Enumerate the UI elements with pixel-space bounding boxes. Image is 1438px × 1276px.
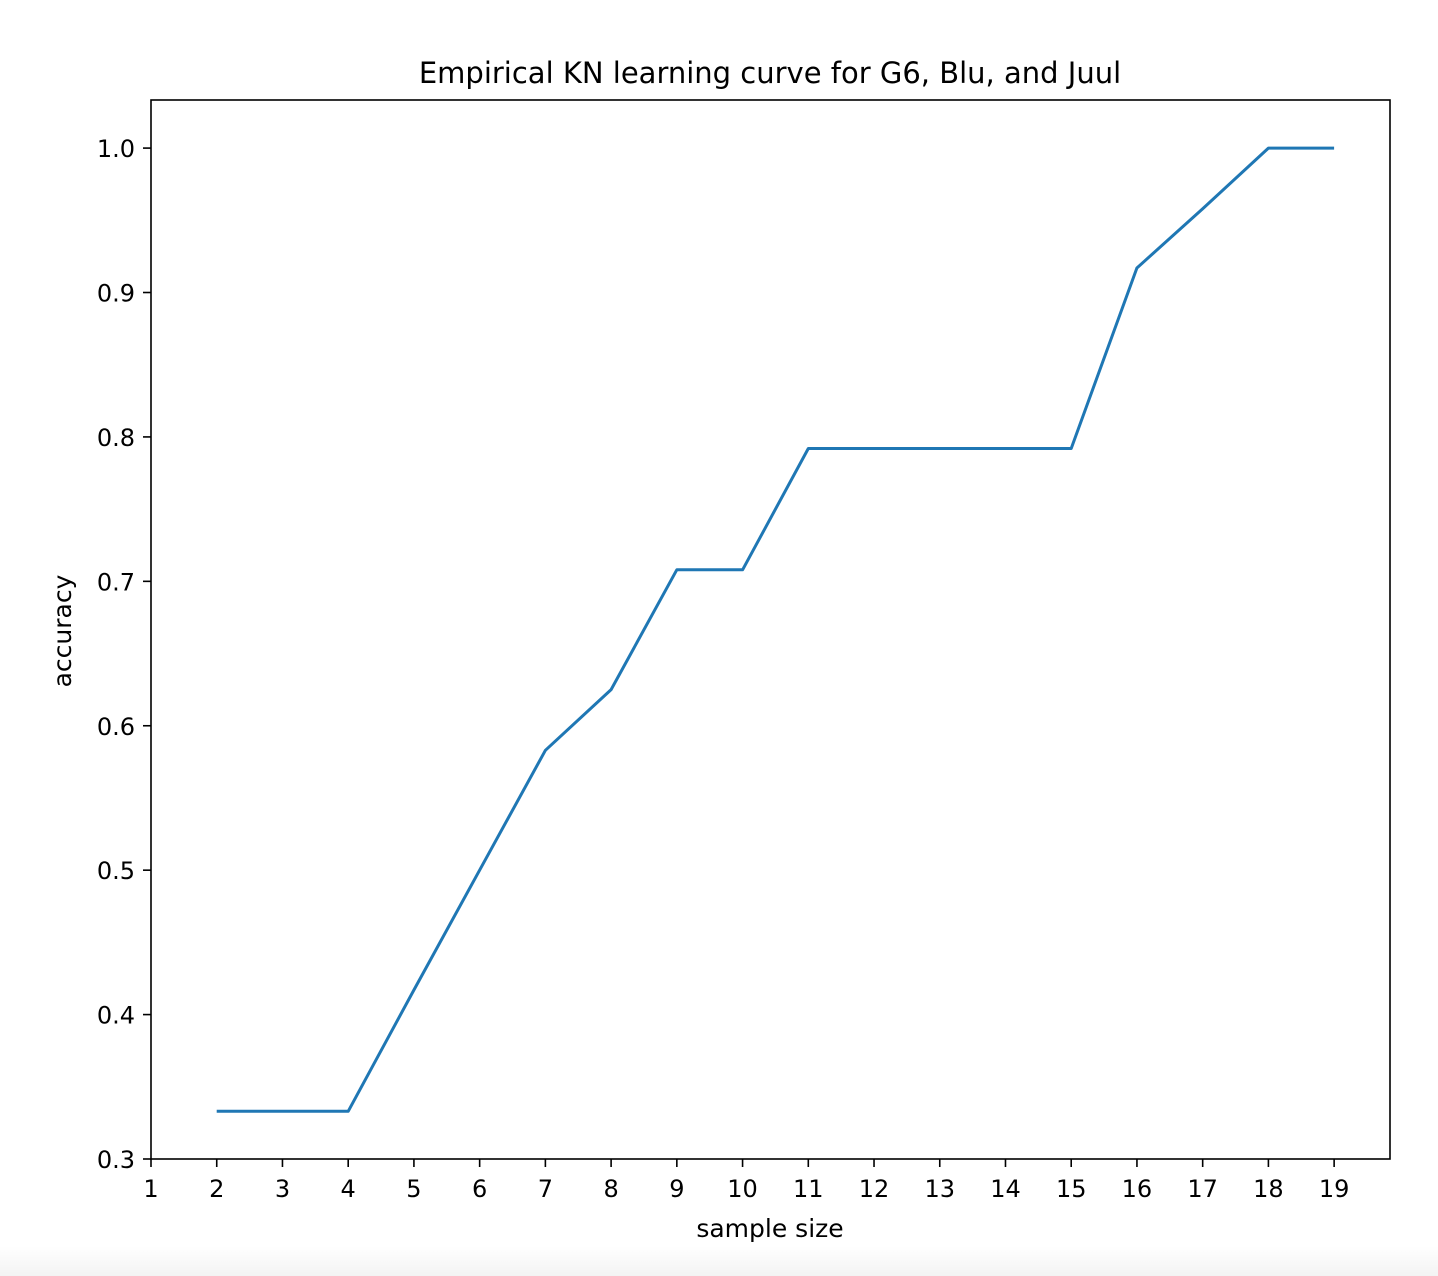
- x-tick-label: 13: [924, 1175, 955, 1203]
- x-tick-label: 19: [1319, 1175, 1350, 1203]
- y-tick-label: 1.0: [97, 135, 135, 163]
- y-tick-label: 0.5: [97, 857, 135, 885]
- x-tick-label: 12: [859, 1175, 890, 1203]
- x-tick-label: 6: [472, 1175, 487, 1203]
- x-tick-label: 9: [669, 1175, 684, 1203]
- y-axis-label: accuracy: [48, 574, 77, 687]
- y-tick-label: 0.4: [97, 1002, 135, 1030]
- y-tick-label: 0.8: [97, 424, 135, 452]
- series-layer: [216, 146, 1335, 1113]
- x-tick-label: 2: [209, 1175, 224, 1203]
- y-axis: 0.3 0.4 0.5 0.6 0.7 0.8 0.9 1.0: [97, 135, 151, 1174]
- x-tick-label: 18: [1253, 1175, 1284, 1203]
- x-tick-label: 10: [727, 1175, 758, 1203]
- x-tick-label: 17: [1187, 1175, 1218, 1203]
- y-tick-label: 0.3: [97, 1146, 135, 1174]
- x-axis-label: sample size: [696, 1214, 843, 1243]
- x-tick-label: 7: [538, 1175, 553, 1203]
- x-tick-label: 1: [143, 1175, 158, 1203]
- plot-frame: [150, 99, 1391, 1160]
- series-line: [216, 146, 1335, 1113]
- x-tick-label: 5: [406, 1175, 421, 1203]
- x-tick-label: 3: [275, 1175, 290, 1203]
- x-tick-label: 16: [1122, 1175, 1153, 1203]
- x-tick-label: 15: [1056, 1175, 1087, 1203]
- x-tick-label: 4: [341, 1175, 356, 1203]
- x-axis: 1 2 3 4 5 6 7 8 9 10 11 12 13 14 15 16 17 18 19: [143, 1159, 1349, 1203]
- x-tick-label: 14: [990, 1175, 1021, 1203]
- window-bottom-edge: [0, 1246, 1438, 1276]
- chart-title: Empirical KN learning curve for G6, Blu,…: [419, 56, 1121, 90]
- y-tick-label: 0.9: [97, 280, 135, 308]
- x-tick-label: 11: [793, 1175, 824, 1203]
- x-tick-label: 8: [603, 1175, 618, 1203]
- y-tick-label: 0.7: [97, 568, 135, 596]
- y-tick-label: 0.6: [97, 713, 135, 741]
